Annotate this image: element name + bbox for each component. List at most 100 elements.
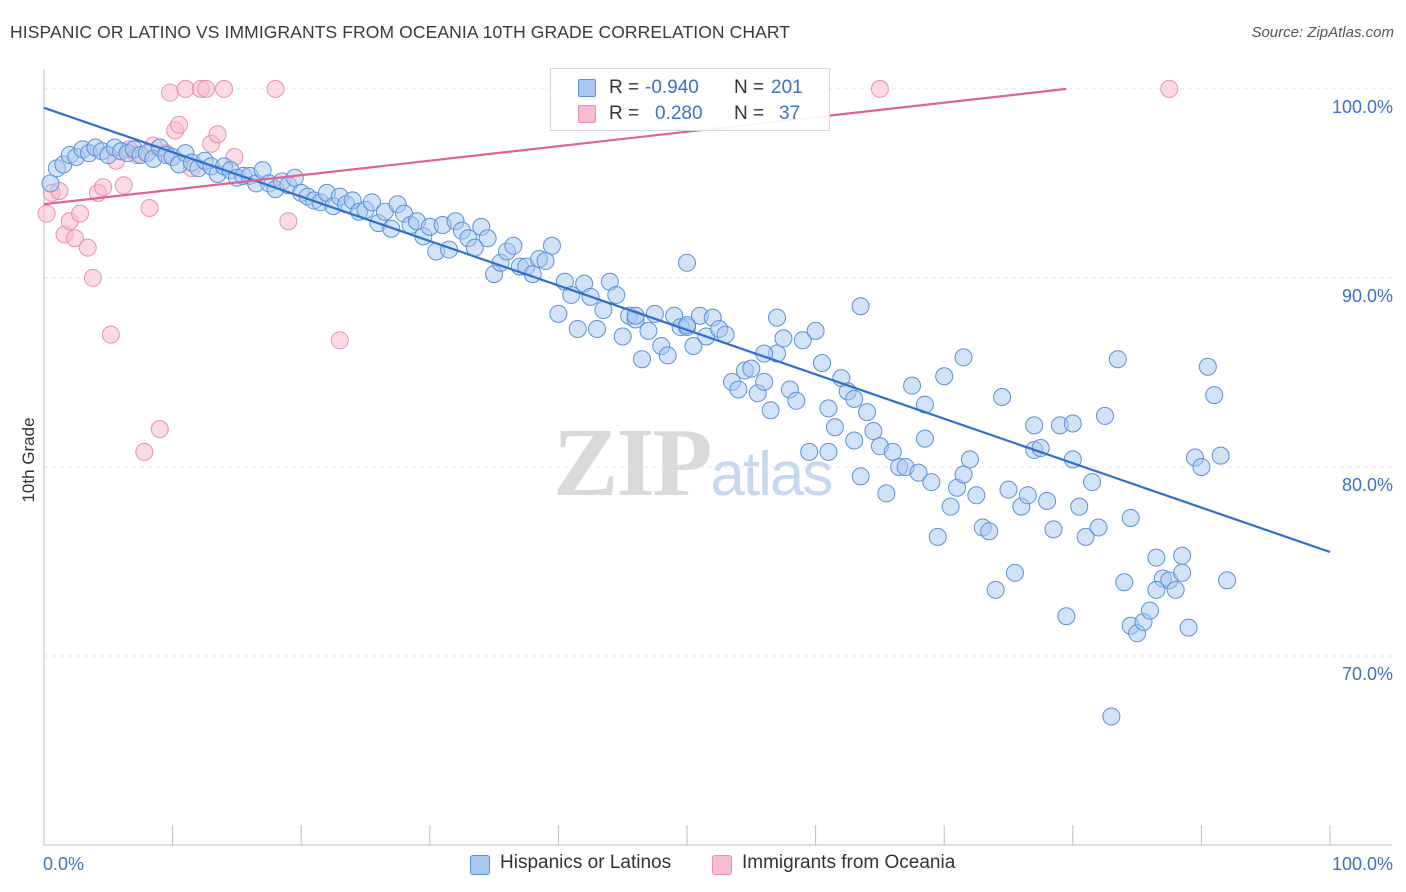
oceania-point (266, 79, 285, 98)
hispanic-point (1044, 520, 1063, 539)
hispanic-point (793, 331, 812, 350)
y-tick-label: 70.0% (1342, 664, 1393, 684)
oceania-point (101, 325, 120, 344)
y-tick-labels: 70.0% 80.0% 90.0% 100.0% (1332, 97, 1393, 684)
bottom-legend: Hispanics or Latinos Immigrants from Oce… (0, 852, 1406, 878)
y-tick-label: 80.0% (1342, 475, 1393, 495)
hispanic-point (1173, 546, 1192, 565)
legend-r-label: R = (609, 77, 640, 98)
legend-row-oceania: R = 0.280 N = 37 (551, 101, 829, 127)
legend-box: R = -0.940 N = 201 R = 0.280 N = 37 (550, 68, 830, 131)
oceania-point (78, 238, 97, 257)
hispanic-point (613, 327, 632, 346)
hispanic-point (864, 422, 883, 441)
hispanic-point (1140, 601, 1159, 620)
oceania-point (161, 83, 180, 102)
oceania-point (83, 268, 102, 287)
hispanic-point (909, 463, 928, 482)
hispanic-point (1218, 571, 1237, 590)
hispanic-trend-line (43, 106, 1331, 554)
hispanic-point (1192, 457, 1211, 476)
hispanic-point (568, 319, 587, 338)
hispanic-point (787, 391, 806, 410)
hispanic-point (967, 486, 986, 505)
hispanic-point (1089, 518, 1108, 537)
legend-swatch-oceania (712, 855, 732, 875)
hispanic-point (993, 388, 1012, 407)
oceania-point (135, 442, 154, 461)
hispanic-point (825, 418, 844, 437)
hispanic-point (877, 484, 896, 503)
hispanic-point (542, 236, 561, 255)
oceania-point (71, 204, 90, 223)
hispanic-point (504, 236, 523, 255)
hispanic-point (729, 380, 748, 399)
legend-swatch-oceania (578, 105, 596, 123)
hispanic-point (1018, 486, 1037, 505)
legend-label-hispanic: Hispanics or Latinos (500, 852, 672, 873)
hispanic-point (1147, 580, 1166, 599)
hispanic-point (845, 431, 864, 450)
hispanic-point (684, 336, 703, 355)
hispanic-point (1205, 386, 1224, 405)
hispanic-point (915, 429, 934, 448)
hispanic-point (960, 450, 979, 469)
hispanic-point (928, 527, 947, 546)
oceania-point (140, 198, 159, 217)
legend-n-value: 201 (771, 77, 803, 98)
oceania-point (870, 79, 889, 98)
hispanic-point (1083, 473, 1102, 492)
hispanic-point (742, 359, 761, 378)
hispanic-point (883, 442, 902, 461)
hispanic-point (1211, 446, 1230, 465)
hispanic-point (1108, 350, 1127, 369)
x-tick-label-min: 0.0% (43, 854, 84, 874)
hispanic-point (1070, 497, 1089, 516)
legend-swatch-hispanic (470, 855, 490, 875)
hispanic-point (941, 497, 960, 516)
legend-label-oceania: Immigrants from Oceania (742, 852, 956, 873)
oceania-point (65, 229, 84, 248)
hispanic-point (607, 285, 626, 304)
x-tick-label-max: 100.0% (1332, 854, 1393, 874)
oceania-point (94, 178, 113, 197)
hispanic-point (806, 321, 825, 340)
hispanic-point (1179, 618, 1198, 637)
oceania-point (197, 79, 216, 98)
hispanic-point (587, 319, 606, 338)
oceania-trend-line (43, 87, 1067, 206)
hispanic-point (658, 346, 677, 365)
hispanic-point (999, 480, 1018, 499)
hispanic-point (536, 251, 555, 270)
hispanic-point (1063, 414, 1082, 433)
legend-r-value: -0.940 (645, 77, 699, 98)
hispanic-point (761, 401, 780, 420)
legend-swatch-hispanic (578, 79, 596, 97)
legend-row-hispanic: R = -0.940 N = 201 (551, 75, 829, 101)
hispanic-point (285, 168, 304, 187)
y-tick-label: 90.0% (1342, 286, 1393, 306)
hispanic-point (845, 389, 864, 408)
hispanic-point (980, 522, 999, 541)
hispanic-point (819, 442, 838, 461)
hispanic-point (813, 353, 832, 372)
axes (43, 70, 1392, 846)
hispanic-point (1121, 508, 1140, 527)
hispanic-point (903, 376, 922, 395)
oceania-point (37, 204, 56, 223)
hispanic-point (935, 367, 954, 386)
hispanic-point (851, 467, 870, 486)
hispanic-point (1076, 527, 1095, 546)
watermark-zip: ZIP (553, 409, 712, 517)
hispanic-point (678, 253, 696, 272)
hispanic-point (41, 174, 60, 193)
hispanic-point (851, 297, 870, 316)
hispanic-point (549, 304, 568, 323)
hispanic-point (1038, 491, 1057, 510)
oceania-point (176, 79, 195, 98)
oceania-point (208, 125, 227, 144)
hispanic-point (922, 473, 941, 492)
legend-n-label: N = (734, 77, 765, 98)
legend-n-value: 37 (779, 103, 801, 124)
hispanic-point (800, 442, 819, 461)
